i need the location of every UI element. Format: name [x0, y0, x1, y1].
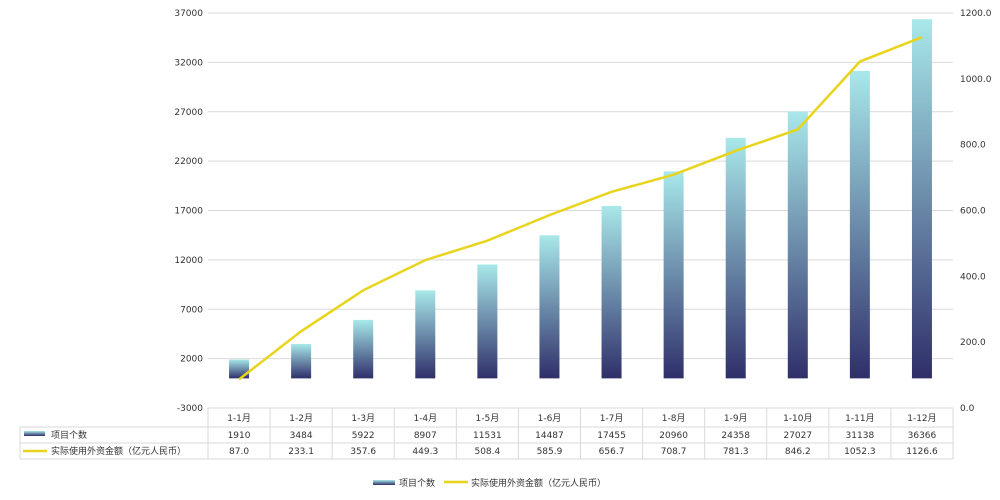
table-cell-bar-value: 17455 — [597, 431, 626, 441]
table-cell-bar-value: 36366 — [908, 431, 937, 441]
legend-label: 实际使用外资金额（亿元人民币） — [471, 477, 606, 489]
right-axis-tick: 800.0 — [960, 141, 986, 151]
bar — [725, 137, 746, 379]
table-cell-line-value: 585.9 — [537, 447, 563, 457]
legend-label: 项目个数 — [399, 477, 435, 489]
right-axis-tick: 0.0 — [960, 404, 975, 414]
category-label: 1-11月 — [845, 413, 874, 424]
table-cell-line-value: 846.2 — [785, 447, 811, 457]
table-cell-line-value: 357.6 — [350, 447, 376, 457]
bar — [291, 343, 312, 379]
table-cell-line-value: 1126.6 — [906, 447, 938, 457]
table-cell-bar-value: 31138 — [846, 431, 875, 441]
table-cell-line-value: 656.7 — [599, 447, 625, 457]
category-label: 1-7月 — [600, 413, 624, 424]
right-axis-tick: 200.0 — [960, 338, 986, 348]
table-cell-bar-value: 20960 — [659, 431, 688, 441]
category-label: 1-6月 — [538, 413, 562, 424]
table-cell-bar-value: 24358 — [721, 431, 750, 441]
table-cell-bar-value: 8907 — [414, 431, 437, 441]
table-cell-line-value: 781.3 — [723, 447, 749, 457]
table-cell-line-value: 708.7 — [661, 447, 687, 457]
right-axis-tick: 1200.0 — [960, 9, 992, 19]
bar — [229, 359, 250, 379]
left-axis-tick: 12000 — [174, 256, 203, 266]
bar-series-swatch — [24, 431, 45, 436]
bar — [539, 235, 560, 379]
bar — [911, 19, 932, 379]
table-cell-line-value: 1052.3 — [844, 447, 876, 457]
table-cell-bar-value: 11531 — [473, 431, 502, 441]
table-cell-bar-value: 14487 — [535, 431, 564, 441]
right-axis-tick: 400.0 — [960, 272, 986, 282]
left-axis-tick: -3000 — [177, 404, 203, 414]
category-label: 1-1月 — [227, 413, 251, 424]
table-cell-line-value: 233.1 — [288, 447, 314, 457]
left-axis-tick: 37000 — [174, 9, 203, 19]
table-cell-bar-value: 27027 — [783, 431, 812, 441]
table-row-label: 实际使用外资金额（亿元人民币） — [51, 445, 186, 457]
table-cell-line-value: 449.3 — [412, 447, 438, 457]
bar — [849, 70, 870, 379]
left-axis-tick: 22000 — [174, 157, 203, 167]
table-cell-line-value: 508.4 — [474, 447, 500, 457]
bar — [663, 171, 684, 379]
left-axis-tick: 7000 — [180, 305, 203, 315]
category-label: 1-2月 — [289, 413, 313, 424]
bar — [601, 206, 622, 379]
category-label: 1-3月 — [351, 413, 375, 424]
category-label: 1-10月 — [783, 413, 812, 424]
table-cell-bar-value: 3484 — [290, 431, 313, 441]
bar — [415, 290, 436, 379]
left-axis-tick: 27000 — [174, 108, 203, 118]
category-label: 1-4月 — [413, 413, 437, 424]
category-label: 1-9月 — [724, 413, 748, 424]
right-axis-tick: 600.0 — [960, 207, 986, 217]
table-cell-bar-value: 5922 — [352, 431, 375, 441]
category-label: 1-8月 — [662, 413, 686, 424]
left-axis-tick: 2000 — [180, 355, 203, 365]
table-cell-bar-value: 1910 — [228, 431, 251, 441]
category-label: 1-12月 — [907, 413, 936, 424]
left-axis-tick: 32000 — [174, 58, 203, 68]
left-axis-tick: 17000 — [174, 207, 203, 217]
category-label: 1-5月 — [476, 413, 500, 424]
line-series — [238, 35, 923, 381]
bar — [477, 264, 498, 379]
table-row-label: 项目个数 — [51, 429, 87, 441]
legend-bar-swatch — [373, 480, 395, 485]
bar — [787, 111, 808, 379]
bar — [353, 319, 374, 379]
right-axis-tick: 1000.0 — [960, 75, 992, 85]
table-cell-line-value: 87.0 — [229, 447, 249, 457]
